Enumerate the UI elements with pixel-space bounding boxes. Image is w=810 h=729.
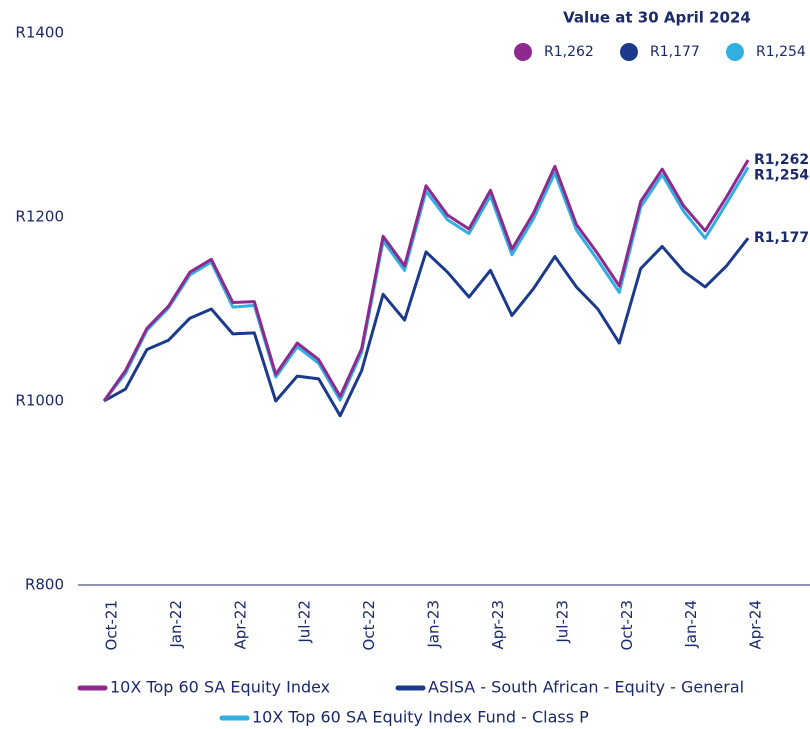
x-tick-label: Oct-21: [103, 600, 121, 650]
end-label: R1,254: [754, 167, 809, 183]
x-tick-label: Jul-23: [553, 600, 571, 644]
y-tick-label: R1400: [15, 24, 64, 42]
x-tick-label: Oct-23: [618, 600, 636, 650]
legend-dot: [726, 43, 744, 61]
legend-label: 10X Top 60 SA Equity Index Fund - Class …: [252, 708, 589, 727]
legend-dot: [620, 43, 638, 61]
legend-title: Value at 30 April 2024: [563, 9, 751, 27]
x-tick-label: Apr-24: [747, 600, 765, 650]
x-tick-label: Oct-22: [360, 600, 378, 650]
x-tick-label: Jan-24: [682, 600, 700, 649]
end-label: R1,262: [754, 152, 809, 168]
legend-value: R1,254: [756, 44, 806, 60]
legend-dot: [514, 43, 532, 61]
y-tick-label: R1200: [15, 208, 64, 226]
legend-label: 10X Top 60 SA Equity Index: [110, 678, 330, 697]
end-label: R1,177: [754, 230, 809, 246]
series-line: [102, 166, 750, 402]
y-tick-label: R800: [25, 576, 64, 594]
legend-value: R1,177: [650, 44, 700, 60]
y-tick-label: R1000: [15, 392, 64, 410]
x-tick-label: Apr-23: [489, 600, 507, 650]
x-tick-label: Jul-22: [296, 600, 314, 644]
legend-label: ASISA - South African - Equity - General: [428, 678, 744, 697]
x-tick-label: Apr-22: [231, 600, 249, 650]
legend-value: R1,262: [544, 44, 594, 60]
series-line: [103, 237, 750, 418]
x-tick-label: Jan-23: [425, 600, 443, 649]
series-line: [102, 159, 750, 402]
x-tick-label: Jan-22: [167, 600, 185, 649]
